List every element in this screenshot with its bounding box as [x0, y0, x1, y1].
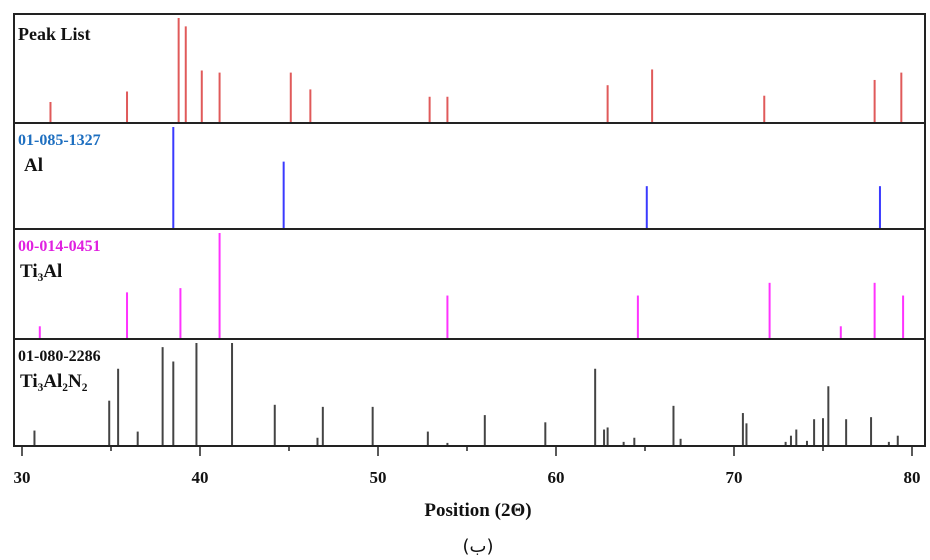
- x-tick-label: 60: [548, 468, 565, 487]
- panel-phase-name: Ti₃Al: [20, 261, 62, 282]
- panels-layer: Peak List 01-085-1327 Al 00-014-0451 Ti₃Al 01…: [13, 13, 926, 447]
- panel-phase-name: Ti₃Al₂N₂: [20, 371, 88, 392]
- x-axis-title: Position (2Θ): [424, 500, 531, 521]
- panel-phase-name: Al: [24, 155, 43, 176]
- x-tick-label: 50: [370, 468, 387, 487]
- panel-4: 01-080-2286 Ti₃Al₂N₂: [18, 343, 899, 446]
- panel-pdf-code: 01-080-2286: [18, 348, 101, 365]
- panel-1: Peak List: [18, 18, 903, 123]
- panel-title: Peak List: [18, 24, 91, 44]
- x-axis: 30 40 50 60 70 80: [14, 446, 921, 487]
- panel-2: 01-085-1327 Al: [18, 127, 881, 229]
- figure-caption: (ب): [462, 536, 493, 557]
- panel-pdf-code: 01-085-1327: [18, 132, 101, 149]
- x-tick-label: 40: [192, 468, 209, 487]
- panel-pdf-code: 00-014-0451: [18, 238, 101, 255]
- x-tick-label: 30: [14, 468, 31, 487]
- panel-3: 00-014-0451 Ti₃Al: [18, 233, 905, 339]
- x-tick-label: 80: [904, 468, 921, 487]
- x-tick-label: 70: [726, 468, 743, 487]
